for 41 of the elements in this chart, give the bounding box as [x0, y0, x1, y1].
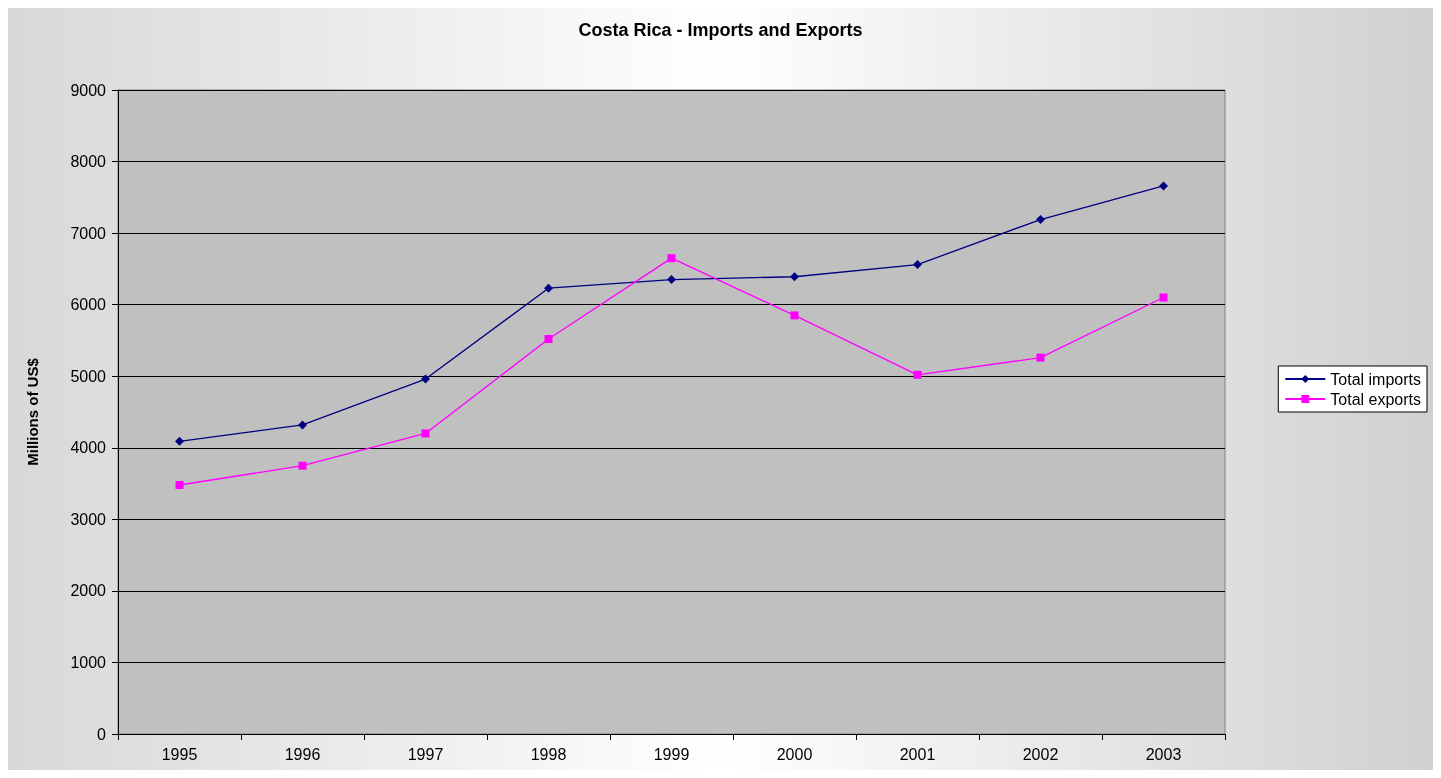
y-tick-label: 0	[97, 725, 107, 743]
point	[1036, 215, 1045, 225]
x-tick-label: 1997	[407, 745, 444, 763]
y-tick-label: 9000	[70, 81, 107, 99]
y-tick-label: 7000	[70, 224, 107, 242]
x-tick-label: 1998	[530, 745, 567, 763]
point	[913, 370, 922, 379]
point	[913, 260, 922, 270]
legend-label: Total exports	[1330, 390, 1422, 408]
y-tick-label: 5000	[70, 367, 107, 385]
legend-label: Total imports	[1330, 370, 1421, 388]
x-tick-label: 1996	[284, 745, 321, 763]
point	[298, 420, 307, 430]
point	[667, 275, 676, 285]
point	[1159, 293, 1168, 302]
x-tick-label: 2001	[899, 745, 936, 763]
point	[544, 335, 553, 344]
y-tick-label: 3000	[70, 510, 107, 528]
x-tick-label: 2003	[1145, 745, 1182, 763]
point	[175, 436, 184, 446]
point	[1036, 353, 1045, 362]
x-tick-label: 1995	[161, 745, 198, 763]
point	[421, 374, 430, 384]
y-tick-label: 8000	[70, 153, 107, 171]
y-tick-label: 6000	[70, 296, 107, 314]
y-tick-label: 2000	[70, 582, 107, 600]
y-tick-label: 4000	[70, 439, 107, 457]
x-tick-label: 2000	[776, 745, 813, 763]
point	[298, 461, 307, 470]
x-tick-label: 2002	[1022, 745, 1059, 763]
point	[421, 429, 430, 438]
point	[1159, 181, 1168, 191]
y-axis-title: Millions of US$	[24, 357, 41, 466]
point	[175, 480, 184, 489]
chart-title: Costa Rica - Imports and Exports	[578, 20, 863, 40]
point	[667, 254, 676, 263]
x-tick-label: 1999	[653, 745, 690, 763]
point	[790, 272, 799, 282]
point	[790, 311, 799, 320]
y-tick-label: 1000	[70, 653, 107, 671]
point	[544, 283, 553, 293]
